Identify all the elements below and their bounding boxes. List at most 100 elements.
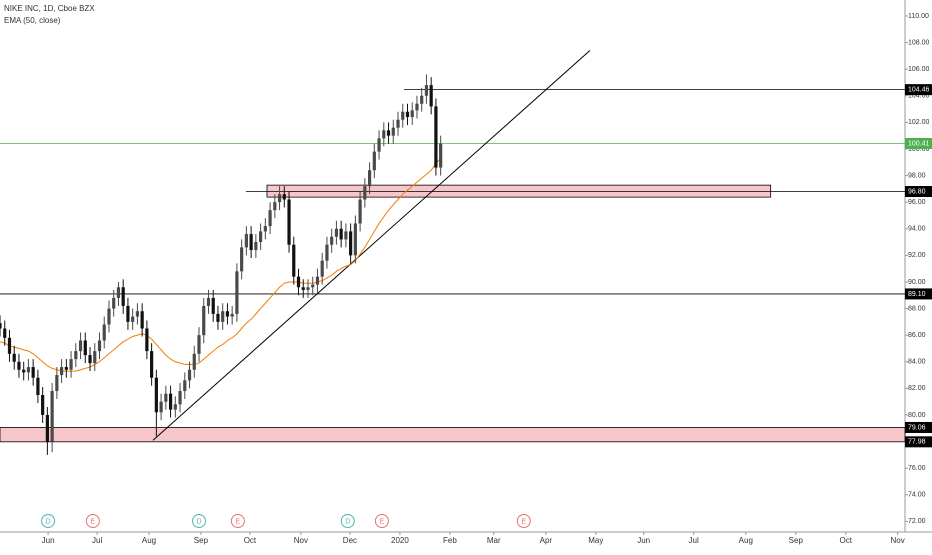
candle-body — [235, 271, 239, 314]
candle-body — [320, 260, 324, 277]
candle-body — [3, 328, 7, 338]
candle-body — [126, 305, 130, 322]
candle-body — [121, 287, 125, 306]
axis-price-box — [905, 84, 932, 96]
y-tick-label: 80.00 — [908, 412, 926, 419]
axis-price-box — [905, 186, 932, 198]
x-tick-label: Jun — [637, 536, 650, 545]
x-tick-label: Oct — [244, 536, 257, 545]
candle-body — [88, 355, 92, 364]
candle-body — [353, 223, 357, 256]
candle-body — [244, 234, 248, 248]
candle-body — [7, 337, 12, 354]
candle-body — [268, 210, 272, 227]
event-label: E — [236, 518, 241, 525]
x-tick-label: Aug — [739, 536, 753, 545]
y-tick-label: 100.00 — [908, 146, 930, 153]
candle-body — [145, 328, 149, 352]
event-marker — [192, 514, 207, 528]
x-tick-label: Oct — [840, 536, 853, 545]
y-tick-label: 92.00 — [908, 252, 926, 259]
candle-body — [221, 311, 225, 322]
candle-body — [420, 95, 424, 104]
x-tick-label: Apr — [540, 536, 553, 545]
candle-body — [0, 323, 2, 329]
candle-body — [116, 287, 121, 298]
x-tick-label: Sep — [194, 536, 209, 545]
candle-body — [367, 170, 372, 187]
candle-body — [41, 395, 45, 415]
axis-price-label: 96.80 — [908, 188, 926, 195]
axis-price-label: 79.06 — [908, 424, 926, 431]
candle-body — [349, 231, 353, 256]
axis-price-box — [905, 436, 932, 448]
candle-body — [192, 353, 196, 370]
x-tick-label: 2020 — [391, 536, 409, 545]
candle-body — [107, 308, 111, 325]
event-marker — [516, 514, 531, 528]
candle-body — [263, 226, 267, 232]
candle-body — [325, 244, 329, 261]
candle-body — [391, 127, 395, 136]
candle-body — [168, 393, 173, 410]
candle-body — [216, 313, 220, 322]
candle-body — [396, 119, 400, 128]
axis-price-box — [905, 288, 932, 300]
event-marker — [374, 514, 389, 528]
candle-body — [154, 377, 158, 413]
candle-body — [159, 401, 163, 413]
event-label: D — [345, 518, 350, 525]
candle-body — [187, 369, 192, 381]
zone — [0, 427, 906, 443]
candle-body — [202, 305, 206, 336]
candle-body — [296, 276, 301, 288]
candle-body — [140, 311, 144, 329]
candle-body — [439, 143, 443, 168]
chart-title: NIKE INC, 1D, Cboe BZX — [4, 4, 95, 13]
candle-body — [330, 236, 334, 245]
y-tick-label: 104.00 — [908, 93, 930, 100]
candle-body — [69, 359, 73, 370]
candle-body — [183, 380, 187, 392]
x-tick-label: Jun — [42, 536, 55, 545]
candle-body — [230, 313, 234, 317]
candle-body — [259, 231, 263, 243]
y-tick-label: 96.00 — [908, 199, 926, 206]
candle-body — [64, 367, 68, 370]
trendline — [152, 50, 591, 441]
y-tick-label: 74.00 — [908, 492, 926, 499]
y-tick-label: 94.00 — [908, 226, 926, 233]
event-label: E — [91, 518, 96, 525]
axis-price-label: 104.46 — [908, 86, 930, 93]
candle-body — [311, 284, 315, 288]
y-tick-label: 84.00 — [908, 359, 926, 366]
y-tick-label: 86.00 — [908, 332, 926, 339]
x-tick-label: Nov — [891, 536, 905, 545]
x-tick-label: Aug — [142, 536, 156, 545]
y-tick-label: 72.00 — [908, 518, 926, 525]
candle-body — [17, 361, 21, 370]
chart-subtitle: EMA (50, close) — [4, 16, 61, 25]
candle-body — [178, 391, 182, 405]
x-tick-label: Sep — [789, 536, 804, 545]
axis-price-label: 100.41 — [908, 140, 930, 147]
y-tick-label: 76.00 — [908, 465, 926, 472]
candle-body — [173, 404, 177, 410]
candle-body — [277, 194, 282, 203]
candle-body — [206, 297, 211, 306]
candle-body — [249, 234, 253, 251]
candle-body — [74, 351, 78, 360]
candle-body — [102, 324, 106, 341]
candle-body — [282, 194, 286, 200]
x-tick-label: Jul — [689, 536, 699, 545]
candle-body — [301, 287, 305, 290]
event-marker — [41, 514, 56, 528]
y-tick-label: 106.00 — [908, 66, 930, 73]
candle-body — [434, 106, 438, 168]
candle-body — [93, 351, 97, 364]
candle-body — [372, 151, 376, 171]
axis-price-label: 89.10 — [908, 291, 926, 298]
event-label: D — [196, 518, 201, 525]
